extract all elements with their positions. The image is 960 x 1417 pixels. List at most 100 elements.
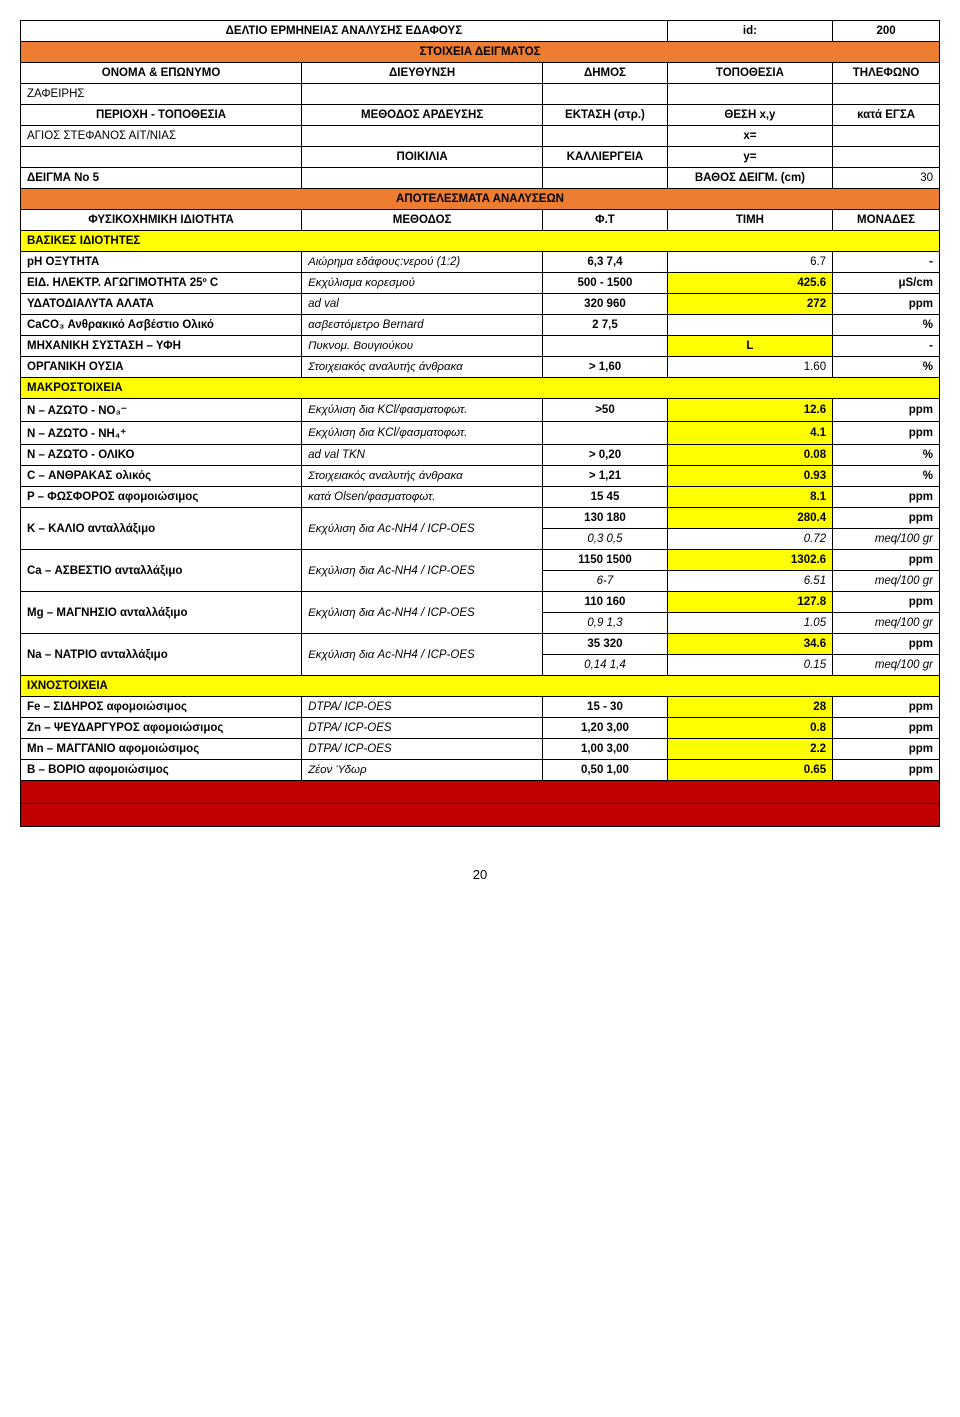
- micro-section-title: ΙΧΝΟΣΤΟΙΧΕΙΑ: [21, 676, 940, 697]
- prop: Zn – ΨΕΥΔΑΡΓΥΡΟΣ αφομοιώσιμος: [21, 718, 302, 739]
- variety-row: ΠΟΙΚΙΛΙΑ ΚΑΛΛΙΕΡΓΕΙΑ y=: [21, 147, 940, 168]
- sample-no-label: ΔΕΙΓΜΑ Νο 5: [21, 168, 302, 189]
- unit: %: [833, 445, 940, 466]
- val: 127.8: [667, 592, 832, 613]
- unit: ppm: [833, 422, 940, 445]
- unit: ppm: [833, 294, 940, 315]
- empty-cell: [302, 168, 543, 189]
- caco3-row: CaCO₃ Ανθρακικό Ασβέστιο Ολικό ασβεστόμε…: [21, 315, 940, 336]
- empty-cell: [667, 84, 832, 105]
- p-row: P – ΦΩΣΦΟΡΟΣ αφομοιώσιμος κατά Olsen/φασ…: [21, 487, 940, 508]
- unit: ppm: [833, 399, 940, 422]
- y-label: y=: [667, 147, 832, 168]
- municipality-label: ΔΗΜΟΣ: [543, 63, 668, 84]
- ft: 0,3 0,5: [543, 529, 668, 550]
- basic-section-row: ΒΑΣΙΚΕΣ ΙΔΙΟΤΗΤΕΣ: [21, 231, 940, 252]
- prop: Ca – ΑΣΒΕΣΤΙΟ ανταλλάξιμο: [21, 550, 302, 592]
- val: 28: [667, 697, 832, 718]
- method: Στοιχειακός αναλυτής άνθρακα: [302, 357, 543, 378]
- val: [667, 315, 832, 336]
- val: 0.93: [667, 466, 832, 487]
- variety-label: ΠΟΙΚΙΛΙΑ: [302, 147, 543, 168]
- irrigation-label: ΜΕΘΟΔΟΣ ΑΡΔΕΥΣΗΣ: [302, 105, 543, 126]
- report-page: ΔΕΛΤΙΟ ΕΡΜΗΝΕΙΑΣ ΑΝΑΛΥΣΗΣ ΕΔΑΦΟΥΣ id: 20…: [20, 20, 940, 882]
- no3-row: Ν – ΑΖΩΤΟ - ΝΟ₃⁻ Εκχύλιση δια KCl/φασματ…: [21, 399, 940, 422]
- unit: ppm: [833, 718, 940, 739]
- id-label: id:: [667, 21, 832, 42]
- na1-row: Na – NATPIO ανταλλάξιμο Εκχύλιση δια Ac-…: [21, 634, 940, 655]
- page-number: 20: [20, 867, 940, 882]
- method: ad val TKN: [302, 445, 543, 466]
- val: 280.4: [667, 508, 832, 529]
- ntotal-row: Ν – ΑΖΩΤΟ - ΟΛΙΚΟ ad val TKN > 0,20 0.08…: [21, 445, 940, 466]
- units-label: ΜΟΝΑΔΕΣ: [833, 210, 940, 231]
- prop: ΕΙΔ. ΗΛΕΚΤΡ. ΑΓΩΓΙΜΟΤΗΤΑ 25º C: [21, 273, 302, 294]
- mg1-row: Mg – ΜΑΓΝΗΣΙΟ ανταλλάξιμο Εκχύλιση δια A…: [21, 592, 940, 613]
- unit: ppm: [833, 508, 940, 529]
- ft: 6-7: [543, 571, 668, 592]
- unit: meq/100 gr: [833, 529, 940, 550]
- sample-section-title: ΣΤΟΙΧΕΙΑ ΔΕΙΓΜΑΤΟΣ: [21, 42, 940, 63]
- position-label: ΘΕΣΗ x,y: [667, 105, 832, 126]
- name-value: ΖΑΦΕΙΡΗΣ: [21, 84, 302, 105]
- unit: %: [833, 357, 940, 378]
- name-label: ΟΝΟΜΑ & ΕΠΩΝΥΜΟ: [21, 63, 302, 84]
- b-row: B – ΒΟΡΙΟ αφομοιώσιμος Ζέον Ύδωρ 0,50 1,…: [21, 760, 940, 781]
- mn-row: Mn – ΜΑΓΓΑΝΙΟ αφομοιώσιμος DTPA/ ICP-OES…: [21, 739, 940, 760]
- region-value: ΑΓΙΟΣ ΣΤΕΦΑΝΟΣ ΑΙΤ/ΝΙΑΣ: [21, 126, 302, 147]
- unit: ppm: [833, 592, 940, 613]
- ft: 0,9 1,3: [543, 613, 668, 634]
- method: Ζέον Ύδωρ: [302, 760, 543, 781]
- empty-cell: [833, 147, 940, 168]
- empty-cell: [21, 804, 940, 827]
- carbon-row: C – ΑΝΘΡΑΚΑΣ ολικός Στοιχειακός αναλυτής…: [21, 466, 940, 487]
- ft: > 0,20: [543, 445, 668, 466]
- val: 1302.6: [667, 550, 832, 571]
- report-title: ΔΕΛΤΙΟ ΕΡΜΗΝΕΙΑΣ ΑΝΑΛΥΣΗΣ ΕΔΑΦΟΥΣ: [21, 21, 668, 42]
- nh4-row: Ν – ΑΖΩΤΟ - ΝΗ₄⁺ Εκχύλιση δια KCl/φασματ…: [21, 422, 940, 445]
- method: ad val: [302, 294, 543, 315]
- unit: ppm: [833, 487, 940, 508]
- region-row: ΑΓΙΟΣ ΣΤΕΦΑΝΟΣ ΑΙΤ/ΝΙΑΣ x=: [21, 126, 940, 147]
- val: 0.65: [667, 760, 832, 781]
- organic-row: ΟΡΓΑΝΙΚΗ ΟΥΣΙΑ Στοιχειακός αναλυτής άνθρ…: [21, 357, 940, 378]
- empty-cell: [833, 126, 940, 147]
- prop: B – ΒΟΡΙΟ αφομοιώσιμος: [21, 760, 302, 781]
- sample-no-row: ΔΕΙΓΜΑ Νο 5 ΒΑΘΟΣ ΔΕΙΓΜ. (cm) 30: [21, 168, 940, 189]
- method: DTPA/ ICP-OES: [302, 718, 543, 739]
- x-label: x=: [667, 126, 832, 147]
- ft: 2 7,5: [543, 315, 668, 336]
- unit: %: [833, 315, 940, 336]
- val: 8.1: [667, 487, 832, 508]
- method: Εκχύλιση δια Ac-NH4 / ICP-OES: [302, 550, 543, 592]
- ph-row: pH ΟΞΥΤΗΤΑ Αιώρημα εδάφους:νερού (1:2) 6…: [21, 252, 940, 273]
- ft: [543, 336, 668, 357]
- ft: 0,50 1,00: [543, 760, 668, 781]
- val: 0.15: [667, 655, 832, 676]
- method-label: ΜΕΘΟΔΟΣ: [302, 210, 543, 231]
- ft: 500 - 1500: [543, 273, 668, 294]
- val: 1.05: [667, 613, 832, 634]
- ft: 15 45: [543, 487, 668, 508]
- address-label: ΔΙΕΥΘΥΝΣΗ: [302, 63, 543, 84]
- val: 6.51: [667, 571, 832, 592]
- val: 425.6: [667, 273, 832, 294]
- prop: Ν – ΑΖΩΤΟ - ΝΟ₃⁻: [21, 399, 302, 422]
- location-header-row: ΠΕΡΙΟΧΗ - ΤΟΠΟΘΕΣΙΑ ΜΕΘΟΔΟΣ ΑΡΔΕΥΣΗΣ ΕΚΤ…: [21, 105, 940, 126]
- val: 4.1: [667, 422, 832, 445]
- unit: -: [833, 252, 940, 273]
- ft: 320 960: [543, 294, 668, 315]
- salts-row: ΥΔΑΤΟΔΙΑΛΥΤΑ ΑΛΑΤΑ ad val 320 960 272 pp…: [21, 294, 940, 315]
- region-label: ΠΕΡΙΟΧΗ - ΤΟΠΟΘΕΣΙΑ: [21, 105, 302, 126]
- empty-cell: [21, 781, 940, 804]
- results-section-title: ΑΠΟΤΕΛΕΣΜΑΤΑ ΑΝΑΛΥΣΕΩΝ: [21, 189, 940, 210]
- prop: Ν – ΑΖΩΤΟ - ΝΗ₄⁺: [21, 422, 302, 445]
- unit: ppm: [833, 760, 940, 781]
- prop: Mg – ΜΑΓΝΗΣΙΟ ανταλλάξιμο: [21, 592, 302, 634]
- unit: meq/100 gr: [833, 655, 940, 676]
- ft: 1,20 3,00: [543, 718, 668, 739]
- ca1-row: Ca – ΑΣΒΕΣΤΙΟ ανταλλάξιμο Εκχύλιση δια A…: [21, 550, 940, 571]
- micro-section-row: ΙΧΝΟΣΤΟΙΧΕΙΑ: [21, 676, 940, 697]
- area-label: ΕΚΤΑΣΗ (στρ.): [543, 105, 668, 126]
- ft: > 1,21: [543, 466, 668, 487]
